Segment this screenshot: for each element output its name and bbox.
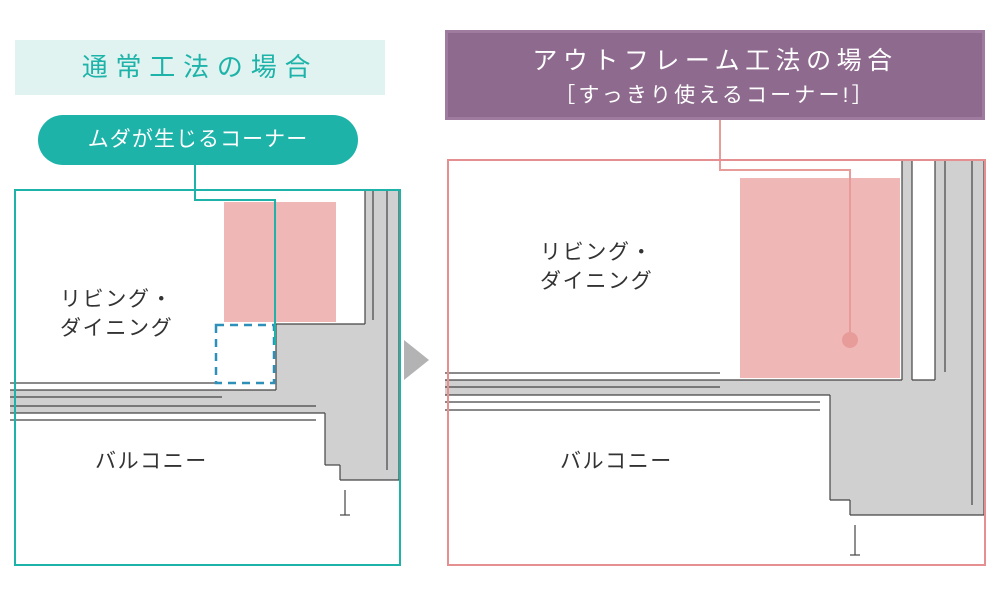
left-room-l1: リビング・ [60, 288, 173, 311]
left-balcony-label: バルコニー [95, 445, 208, 475]
left-furniture [224, 202, 336, 322]
right-room-label: リビング・ ダイニング [540, 238, 653, 297]
left-plan [10, 140, 400, 565]
left-room-l2: ダイニング [60, 317, 173, 340]
right-plan [445, 120, 985, 565]
right-balcony-label: バルコニー [560, 445, 673, 475]
right-column-fill [445, 160, 984, 515]
left-room-label: リビング・ ダイニング [60, 285, 173, 344]
right-room-l2: ダイニング [540, 270, 653, 293]
right-room-l1: リビング・ [540, 241, 653, 264]
right-callout-dot [842, 332, 858, 348]
right-furniture [740, 178, 900, 378]
diagram-root: 通常工法の場合 ムダが生じるコーナー アウトフレーム工法の場合 ［すっきり使える… [0, 0, 1000, 614]
left-dashed-rect [216, 325, 274, 383]
